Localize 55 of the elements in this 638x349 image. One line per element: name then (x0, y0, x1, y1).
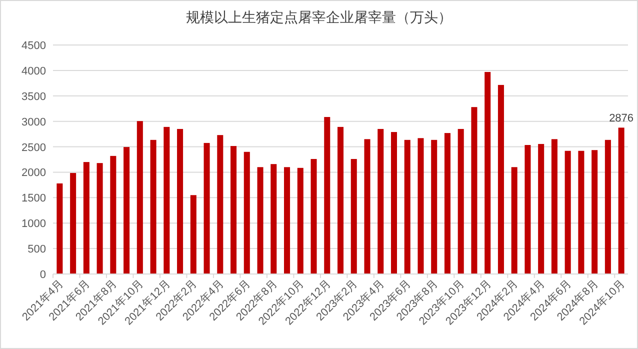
bar (524, 144, 531, 274)
bar (592, 150, 598, 274)
bar (350, 158, 357, 274)
bar (378, 128, 384, 274)
bar (164, 126, 170, 274)
bar (404, 140, 410, 274)
bar (70, 172, 76, 274)
bar (498, 84, 504, 274)
y-tick-label: 1000 (22, 218, 46, 230)
bar (604, 140, 611, 274)
bar (297, 168, 304, 274)
bar (150, 140, 156, 274)
y-tick-label: 4500 (22, 40, 46, 52)
bar (458, 128, 464, 274)
bar (551, 139, 558, 274)
bar (257, 167, 264, 274)
bar (364, 139, 370, 274)
bar (177, 128, 184, 274)
y-tick-label: 1500 (22, 192, 46, 205)
bar (217, 135, 224, 274)
bar (390, 132, 397, 274)
data-label: 2876 (609, 112, 634, 125)
bar (270, 164, 277, 274)
bar (324, 117, 330, 274)
bar (564, 150, 571, 274)
y-tick-label: 4000 (22, 65, 46, 78)
bar (96, 163, 103, 274)
bar (284, 167, 290, 274)
bar (618, 128, 624, 274)
bar (244, 152, 250, 274)
bar (337, 126, 344, 274)
y-tick-label: 2500 (22, 142, 46, 154)
y-tick-label: 500 (28, 244, 46, 256)
y-tick-label: 3500 (22, 90, 46, 103)
bar (484, 72, 491, 274)
bar (444, 133, 450, 274)
bar (578, 150, 584, 274)
chart-title: 规模以上生猪定点屠宰企业屠宰量（万头） (186, 9, 452, 25)
bar (310, 158, 317, 274)
bar (538, 144, 544, 274)
y-tick-label: 3000 (22, 116, 46, 128)
bar (418, 138, 424, 274)
y-tick-label: 0 (40, 269, 46, 281)
bar (471, 107, 478, 274)
bar (110, 156, 116, 274)
bar (431, 140, 438, 274)
bar (136, 121, 143, 274)
bar (230, 146, 237, 274)
bar (511, 167, 518, 274)
bar (204, 142, 210, 274)
bar (56, 183, 63, 274)
bar (190, 195, 196, 274)
y-tick-label: 2000 (22, 167, 46, 180)
bar (83, 162, 90, 274)
bar (124, 147, 130, 274)
